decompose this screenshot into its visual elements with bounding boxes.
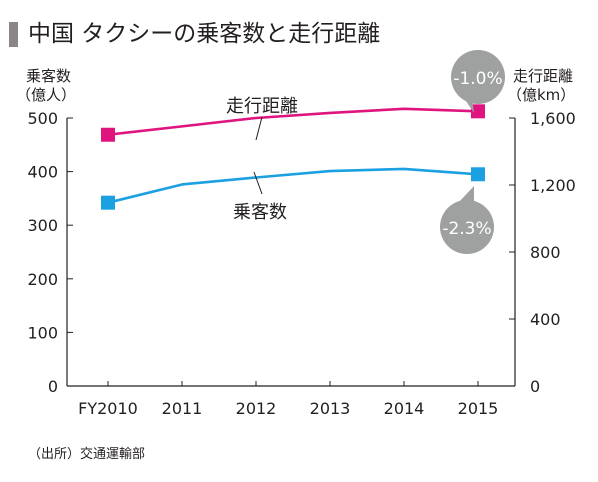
left-tick-label: 500 — [27, 109, 58, 128]
left-tick-label: 0 — [48, 377, 58, 396]
right-tick-label: 800 — [530, 243, 561, 262]
left-tick-label: 200 — [27, 270, 58, 289]
right-tick-label: 0 — [530, 377, 540, 396]
series-marker — [471, 167, 485, 182]
left-axis-title-line1: 乗客数 — [26, 67, 72, 85]
left-axis-title: 乗客数 （億人） — [16, 67, 76, 105]
right-axis-title-line1: 走行距離 — [513, 67, 574, 85]
x-tick-label: 2014 — [384, 399, 425, 418]
series-marker — [471, 104, 485, 119]
series-marker — [101, 195, 115, 210]
left-tick-label: 100 — [27, 323, 58, 342]
right-tick-label: 1,200 — [530, 176, 576, 195]
right-axis-title: 走行距離 （億km） — [507, 67, 575, 105]
title-accent-bar — [9, 22, 18, 47]
change-label: -1.0% — [453, 69, 502, 89]
x-tick-label: 2012 — [236, 399, 277, 418]
series-line — [107, 107, 479, 137]
chart-title: 中国 タクシーの乗客数と走行距離 — [28, 21, 381, 47]
x-tick-label: 2011 — [162, 399, 203, 418]
x-tick-label: 2015 — [458, 399, 499, 418]
change-label: -2.3% — [442, 219, 491, 239]
change-bubble — [451, 50, 505, 104]
source-note: （出所）交通運輸部 — [28, 447, 146, 462]
right-tick-label: 1,600 — [530, 109, 576, 128]
right-tick-label: 400 — [530, 310, 561, 329]
left-tick-label: 400 — [27, 163, 58, 182]
series-label: 走行距離 — [226, 96, 298, 117]
series-label: 乗客数 — [233, 202, 287, 223]
left-tick-label: 300 — [27, 216, 58, 235]
left-axis-title-line2: （億人） — [16, 86, 77, 104]
change-bubble — [440, 200, 494, 254]
x-tick-label: 2013 — [310, 399, 351, 418]
series-leader-line — [253, 171, 263, 195]
series-marker — [101, 127, 115, 142]
right-axis-title-line2: （億km） — [507, 86, 576, 104]
series-leader-line — [255, 116, 263, 141]
series-line — [107, 167, 479, 204]
x-tick-label: FY2010 — [78, 399, 138, 418]
